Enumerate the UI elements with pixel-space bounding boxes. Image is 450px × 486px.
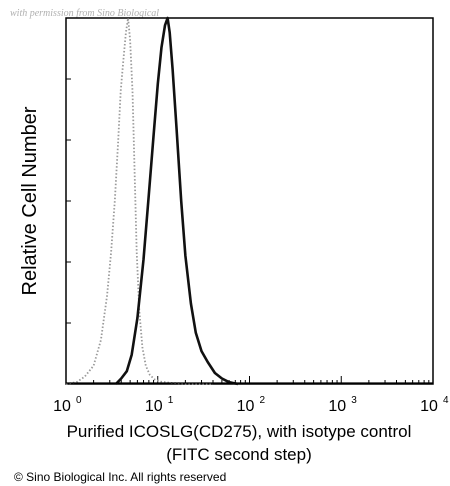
plot-frame [65, 17, 434, 385]
x-axis-tick-labels: 10 0 10 1 10 2 10 3 10 4 [53, 395, 449, 415]
x-axis-label-line2: (FITC second step) [166, 445, 312, 464]
x-tick-exponent: 0 [76, 395, 82, 406]
x-axis-label-line1: Purified ICOSLG(CD275), with isotype con… [67, 422, 412, 441]
copyright-text: © Sino Biological Inc. All rights reserv… [14, 470, 226, 484]
x-tick-exponent: 2 [260, 395, 266, 406]
x-tick-exponent: 3 [351, 395, 357, 406]
y-axis-ticks [66, 78, 71, 324]
x-tick-exponent: 4 [443, 395, 449, 406]
x-tick-label: 10 [237, 398, 255, 415]
x-tick-label: 10 [145, 398, 163, 415]
x-tick-exponent: 1 [168, 395, 174, 406]
x-tick-label: 10 [328, 398, 346, 415]
y-axis-label: Relative Cell Number [19, 106, 41, 295]
isotype-control-histogram [65, 17, 214, 385]
x-tick-label: 10 [420, 398, 438, 415]
icoslg-histogram [114, 16, 239, 386]
series-layer [65, 16, 433, 386]
watermark-text: with permission from Sino Biological [10, 8, 159, 19]
x-tick-label: 10 [53, 398, 71, 415]
